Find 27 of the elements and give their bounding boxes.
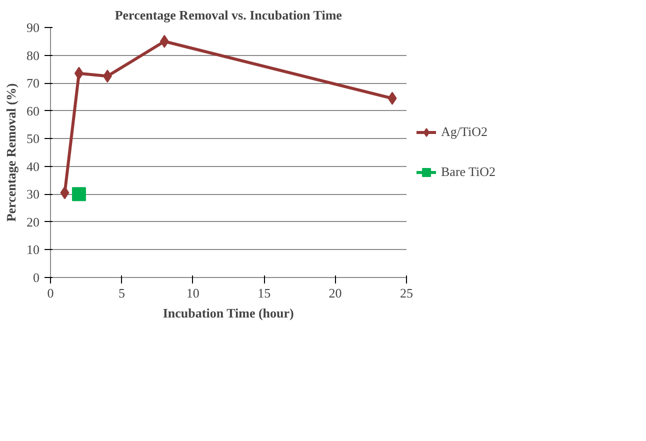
x-axis-title: Incubation Time (hour) [162, 306, 294, 320]
x-tick-label: 15 [258, 286, 271, 300]
y-tick-label: 10 [26, 242, 40, 258]
y-tick-label: 50 [26, 131, 40, 146]
x-tick-label: 5 [118, 286, 125, 300]
y-tick-label: 70 [26, 76, 40, 91]
legend-label: Bare TiO2 [441, 164, 496, 180]
y-tick-label: 20 [26, 214, 40, 230]
point [60, 186, 70, 200]
chart-title: Percentage Removal vs. Incubation Time [114, 8, 342, 22]
y-tick-label: 60 [26, 103, 40, 118]
y-axis-title: Percentage Removal (%) [4, 83, 18, 222]
y-tick-label: 90 [26, 20, 40, 35]
point [102, 70, 112, 83]
x-tick-label: 25 [400, 286, 413, 300]
point [74, 66, 84, 80]
y-tick-label: 40 [26, 158, 40, 174]
point [388, 92, 397, 105]
x-tick-label: 20 [328, 286, 342, 300]
point [72, 187, 86, 202]
y-tick-label: 80 [26, 48, 40, 63]
y-tick-label: 0 [33, 270, 40, 285]
y-tick-label: 30 [26, 186, 40, 202]
x-tick-label: 10 [186, 286, 200, 300]
point [160, 34, 169, 48]
legend-label: Ag/TiO2 [441, 124, 488, 140]
x-tick-label: 0 [47, 286, 54, 300]
